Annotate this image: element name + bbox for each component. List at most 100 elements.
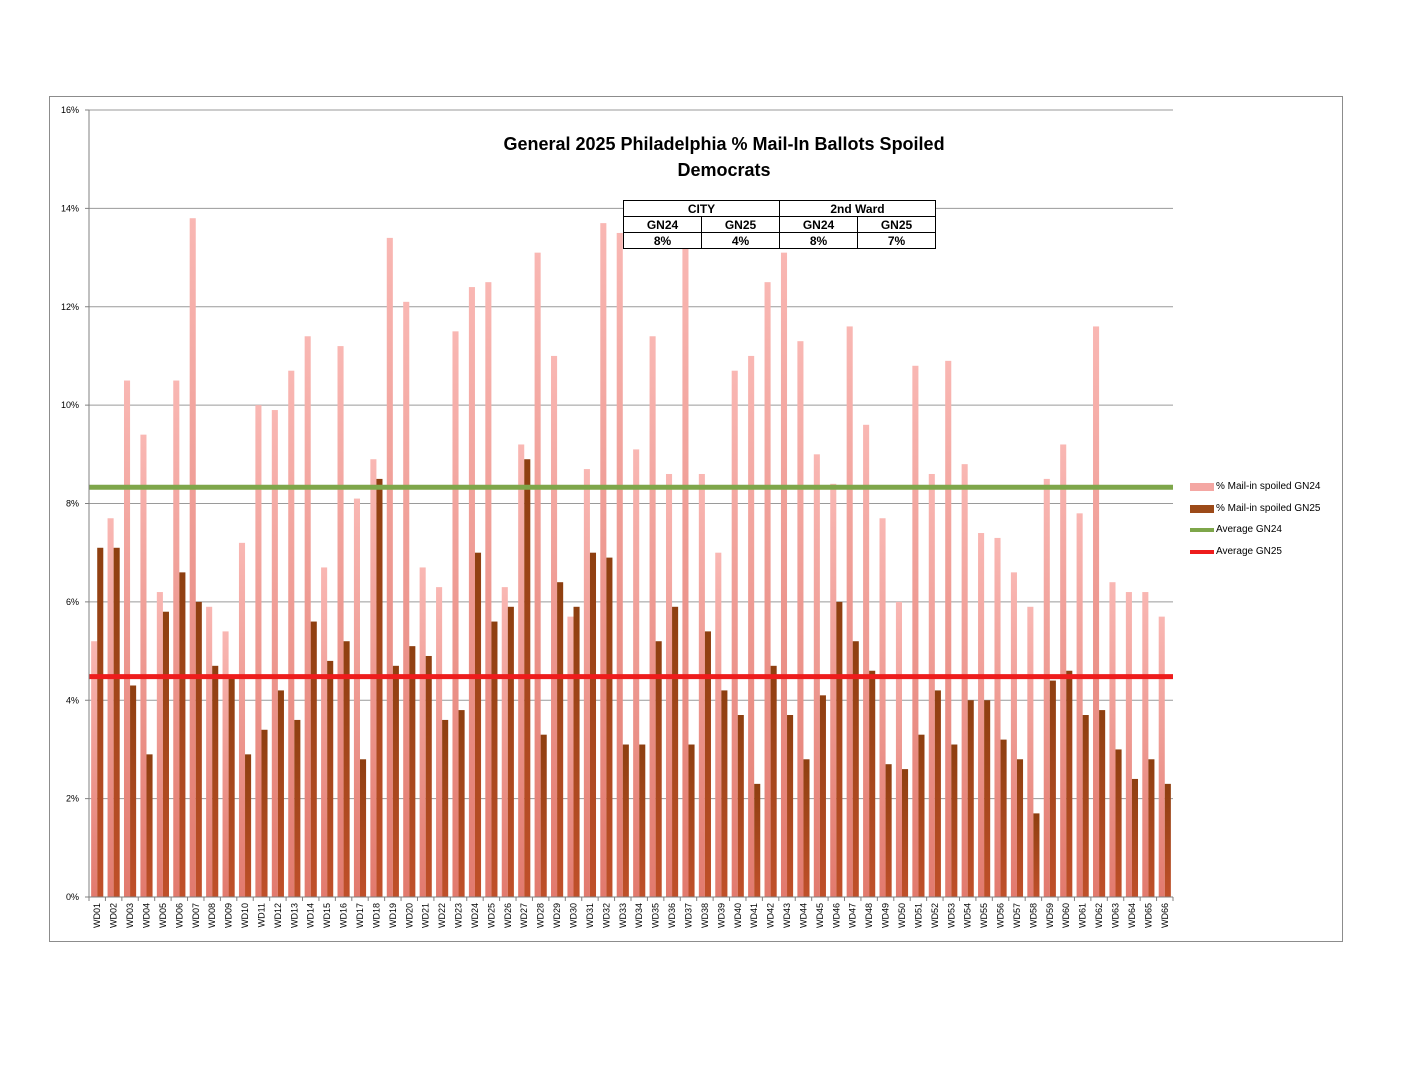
legend-swatch-average-gn25 xyxy=(1190,549,1214,554)
bar-gn25 xyxy=(261,729,268,897)
x-tick-label: WD29 xyxy=(552,903,562,928)
bar-gn24 xyxy=(238,542,246,897)
summary-table: CITY 2nd Ward GN24 GN25 GN24 GN25 8% 4% … xyxy=(623,200,936,249)
x-tick-label: WD36 xyxy=(667,903,677,928)
bar-gn24 xyxy=(1093,326,1100,897)
x-tick-label: WD30 xyxy=(569,903,579,928)
x-tick-label: WD28 xyxy=(536,903,546,928)
x-tick-label: WD66 xyxy=(1160,903,1170,928)
bar-gn24 xyxy=(140,434,147,897)
bar-gn24 xyxy=(698,473,705,897)
bar-gn24 xyxy=(879,518,886,897)
bar-gn24 xyxy=(846,326,853,897)
chart-title: General 2025 Philadelphia % Mail-In Ball… xyxy=(503,134,945,154)
x-tick-label: WD06 xyxy=(174,903,184,928)
bar-gn25 xyxy=(902,769,909,897)
x-tick-label: WD27 xyxy=(519,903,529,928)
bar-gn25 xyxy=(918,734,925,897)
y-tick-label: 8% xyxy=(66,499,79,509)
bar-gn25 xyxy=(1164,783,1171,897)
x-tick-label: WD19 xyxy=(388,903,398,928)
bar-gn25 xyxy=(245,754,252,897)
x-tick-label: WD55 xyxy=(979,903,989,928)
bar-gn24 xyxy=(468,287,475,897)
bar-gn25 xyxy=(1082,715,1089,897)
bar-gn25 xyxy=(310,621,317,897)
bar-gn24 xyxy=(928,473,935,897)
x-tick-label: WD45 xyxy=(815,903,825,928)
bar-gn25 xyxy=(557,582,564,897)
summary-value: 8% xyxy=(623,232,702,249)
x-tick-label: WD22 xyxy=(437,903,447,928)
bar-gn25 xyxy=(934,690,941,897)
bar-gn24 xyxy=(386,237,393,897)
bar-gn24 xyxy=(337,346,344,898)
bar-gn24 xyxy=(271,410,278,897)
x-tick-label: WD49 xyxy=(881,903,891,928)
bar-gn25 xyxy=(179,572,186,897)
bar-gn24 xyxy=(945,360,952,897)
x-tick-label: WD14 xyxy=(306,903,316,928)
x-tick-label: WD34 xyxy=(634,903,644,928)
bar-gn24 xyxy=(1043,478,1050,897)
bar-gn24 xyxy=(173,380,180,897)
x-tick-label: WD18 xyxy=(371,903,381,928)
bar-gn24 xyxy=(485,282,492,897)
x-tick-label: WD59 xyxy=(1045,903,1055,928)
y-tick-label: 14% xyxy=(61,203,79,213)
bar-gn25 xyxy=(1000,739,1007,897)
summary-value: 4% xyxy=(701,232,780,249)
bar-gn25 xyxy=(1033,813,1040,897)
bar-gn25 xyxy=(606,557,613,897)
bar-gn25 xyxy=(573,606,580,897)
x-tick-label: WD42 xyxy=(766,903,776,928)
bar-gn25 xyxy=(672,606,679,897)
x-tick-label: WD60 xyxy=(1061,903,1071,928)
x-tick-label: WD01 xyxy=(92,903,102,928)
bar-gn24 xyxy=(797,341,804,897)
bar-gn24 xyxy=(616,232,623,897)
x-tick-label: WD12 xyxy=(273,903,283,928)
average-lines xyxy=(89,484,1173,680)
bar-gn25 xyxy=(294,719,301,897)
x-tick-label: WD57 xyxy=(1012,903,1022,928)
summary-value: 7% xyxy=(857,232,936,249)
x-tick-label: WD03 xyxy=(125,903,135,928)
x-tick-label: WD37 xyxy=(683,903,693,928)
x-tick-label: WD40 xyxy=(733,903,743,928)
x-tick-label: WD62 xyxy=(1094,903,1104,928)
bar-gn25 xyxy=(688,744,695,897)
x-tick-label: WD08 xyxy=(207,903,217,928)
x-tick-label: WD50 xyxy=(897,903,907,928)
bar-gn25 xyxy=(97,547,104,897)
bar-gn25 xyxy=(1115,749,1122,897)
legend-swatch-gn24 xyxy=(1190,482,1214,491)
x-tick-label: WD33 xyxy=(618,903,628,928)
bar-gn25 xyxy=(1066,670,1073,897)
bar-gn25 xyxy=(113,547,120,897)
x-tick-label: WD35 xyxy=(651,903,661,928)
bar-gn25 xyxy=(540,734,547,897)
x-tick-label: WD05 xyxy=(158,903,168,928)
bar-gn25 xyxy=(507,606,514,897)
bar-gn25 xyxy=(885,764,892,897)
x-tick-label: WD56 xyxy=(996,903,1006,928)
bar-gn25 xyxy=(1131,778,1139,897)
bar-gn25 xyxy=(852,641,859,897)
bar-gn25 xyxy=(984,700,991,897)
x-tick-label: WD16 xyxy=(339,903,349,928)
bar-gn25 xyxy=(836,601,843,897)
x-tick-label: WD25 xyxy=(486,903,496,928)
bars xyxy=(91,218,1171,898)
x-tick-label: WD38 xyxy=(700,903,710,928)
bar-gn25 xyxy=(212,665,219,897)
x-tick-label: WD46 xyxy=(831,903,841,928)
y-tick-label: 16% xyxy=(61,105,79,115)
bar-gn24 xyxy=(994,537,1001,897)
bar-gn24 xyxy=(206,606,213,897)
bar-gn25 xyxy=(425,655,432,897)
bar-gn25 xyxy=(195,601,202,897)
bar-gn25 xyxy=(754,783,761,897)
bar-gn24 xyxy=(748,355,755,897)
bar-gn25 xyxy=(327,660,334,897)
